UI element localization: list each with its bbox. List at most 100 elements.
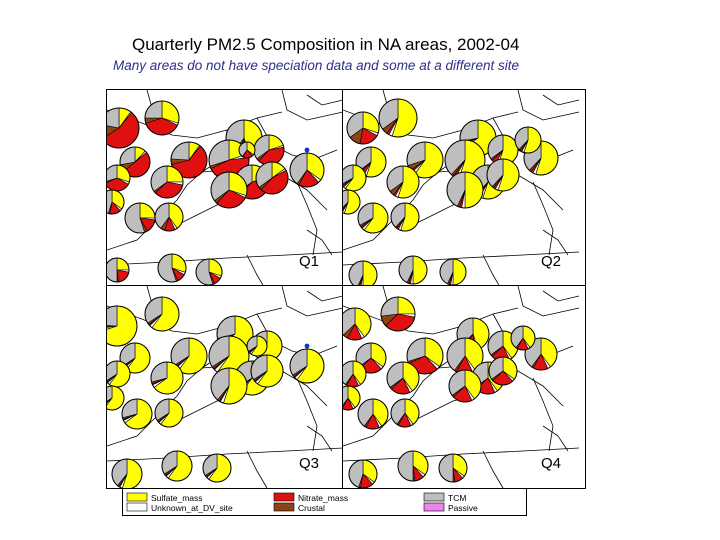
boundary-line — [296, 377, 318, 452]
legend-label: Passive — [448, 503, 478, 513]
boundary-line — [281, 90, 343, 121]
boundary-line — [107, 251, 343, 266]
pie-outline — [448, 369, 482, 403]
pie-chart-site — [107, 385, 125, 411]
pie-outline — [510, 325, 536, 351]
pie-chart-site — [107, 189, 125, 215]
boundary-line — [517, 90, 580, 121]
pie-chart-site — [107, 257, 130, 283]
pie-chart-site — [380, 296, 416, 332]
pie-slice-tcm — [380, 296, 399, 317]
pie-chart-site — [238, 141, 256, 159]
pie-outline — [380, 296, 416, 332]
pie-chart-site — [386, 361, 420, 395]
legend-label: TCM — [448, 493, 466, 503]
pie-outline — [111, 458, 143, 488]
pie-chart-site — [406, 141, 444, 179]
pie-chart-site — [348, 459, 378, 488]
boundary-line — [532, 377, 554, 452]
pie-chart-site — [210, 367, 248, 405]
legend-swatch — [273, 492, 295, 502]
pie-chart-site — [250, 354, 284, 388]
boundary-line — [246, 254, 264, 286]
pie-outline — [488, 356, 518, 386]
pie-chart-site — [378, 98, 418, 138]
pie-chart-site — [343, 360, 367, 388]
legend-swatch — [126, 502, 148, 512]
pie-chart-site — [348, 260, 378, 286]
pie-chart-site — [208, 335, 250, 377]
pie-outline — [107, 107, 140, 149]
pie-chart-site — [343, 164, 367, 192]
map-panel-q2: Q2 — [342, 89, 586, 287]
map-panel-q1: Q1 — [106, 89, 344, 287]
pie-slice-crustal — [107, 373, 118, 383]
pie-outline — [357, 398, 389, 430]
pie-outline — [255, 161, 289, 195]
pie-outline — [119, 146, 151, 178]
boundary-line — [482, 450, 504, 488]
pie-chart-site — [357, 398, 389, 430]
pie-slice-tcm — [397, 450, 414, 482]
legend-item: TCM — [423, 492, 466, 503]
panel-label: Q1 — [299, 253, 319, 270]
boundary-line — [542, 425, 569, 452]
pie-chart-site — [289, 348, 325, 384]
boundary-line — [517, 286, 580, 317]
pie-outline — [348, 459, 378, 488]
legend-swatch — [423, 492, 445, 502]
pie-outline — [144, 100, 180, 136]
panel-map: Q2 — [343, 90, 580, 286]
pie-chart-site — [121, 398, 153, 430]
pie-outline — [107, 305, 138, 347]
pie-outline — [390, 398, 420, 428]
pie-chart-site — [397, 450, 429, 482]
pie-chart-site — [119, 342, 151, 374]
pie-outline — [107, 257, 130, 283]
panel-label: Q3 — [299, 455, 319, 472]
boundary-line — [107, 447, 343, 462]
panel-map: Q4 — [343, 286, 580, 488]
pie-chart-site — [444, 139, 486, 181]
panel-map: Q1 — [107, 90, 343, 286]
pie-chart-site — [161, 450, 193, 482]
pie-chart-site — [246, 335, 268, 357]
pie-chart-site — [357, 202, 389, 234]
pie-chart-site — [119, 146, 151, 178]
legend-item: Crustal — [273, 502, 325, 513]
pie-outline — [406, 141, 444, 179]
pie-slice-nitrate-mass — [343, 201, 349, 212]
pie-chart-site — [343, 189, 361, 215]
pie-outline — [250, 354, 284, 388]
pie-outline — [514, 126, 542, 154]
boundary-line — [542, 94, 580, 106]
pie-outline — [406, 337, 444, 375]
boundary-line — [306, 229, 333, 256]
pie-outline — [144, 296, 180, 332]
pie-outline — [355, 342, 387, 374]
pie-chart-site — [390, 398, 420, 428]
page-subtitle: Many areas do not have speciation data a… — [113, 58, 520, 73]
pie-chart-site — [406, 337, 444, 375]
pie-chart-site — [486, 158, 520, 192]
legend-label: Unknown_at_DV_site — [151, 503, 233, 513]
pie-chart-site — [210, 171, 248, 209]
pie-chart-site — [253, 134, 285, 166]
pie-chart-site — [107, 305, 138, 347]
boundary-line — [306, 425, 333, 452]
pie-outline — [398, 255, 428, 285]
legend-swatch — [126, 492, 148, 502]
site-marker — [304, 147, 310, 153]
pie-outline — [343, 385, 361, 411]
legend-label: Nitrate_mass — [298, 493, 348, 503]
pie-chart-site — [346, 111, 380, 145]
boundary-line — [246, 450, 268, 488]
pie-chart-site — [488, 356, 518, 386]
legend-swatch — [423, 502, 445, 512]
legend-item: Unknown_at_DV_site — [126, 502, 233, 513]
boundary-line — [306, 94, 343, 106]
pie-outline — [357, 202, 389, 234]
pie-chart-site — [439, 258, 467, 286]
pie-chart-site — [343, 385, 361, 411]
